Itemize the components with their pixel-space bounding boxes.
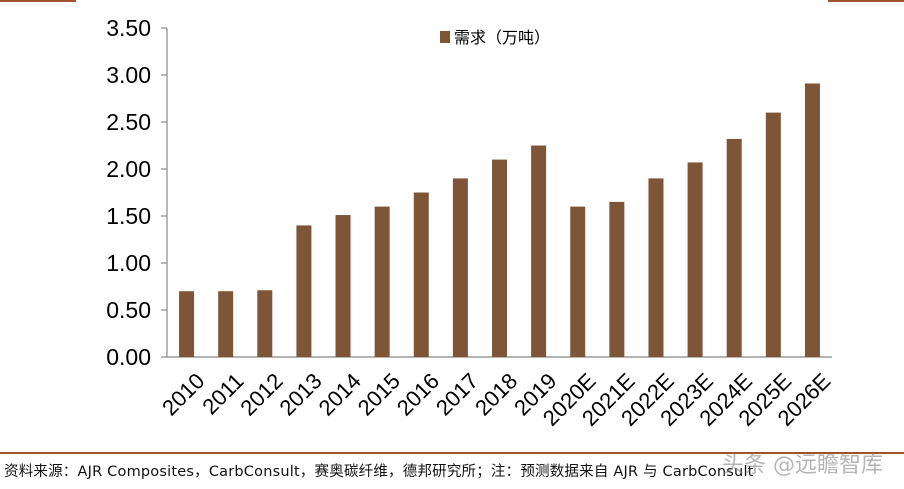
bottom-rule <box>0 452 904 454</box>
y-tick-label: 3.50 <box>106 15 151 41</box>
bar <box>257 290 273 357</box>
x-tick-label: 2015 <box>353 368 405 420</box>
watermark: 头条 @远瞻智库 <box>722 453 883 478</box>
bar <box>374 206 390 357</box>
bar <box>492 159 507 357</box>
y-tick-label: 3.00 <box>106 62 151 88</box>
bar <box>179 291 195 357</box>
bar <box>335 215 351 357</box>
x-tick-label: 2017 <box>431 368 483 420</box>
bar <box>452 178 468 357</box>
x-tick-label: 2014 <box>314 368 366 420</box>
bar <box>687 162 703 357</box>
source-note: 资料来源：AJR Composites，CarbConsult，赛奥碳纤维，德邦… <box>4 464 754 480</box>
x-tick-label: 2012 <box>235 368 287 420</box>
legend-label: 需求（万吨） <box>454 28 550 47</box>
x-tick-label: 2018 <box>470 368 522 420</box>
bar <box>804 83 820 358</box>
top-rule-right <box>828 0 904 2</box>
bar <box>570 206 586 357</box>
x-tick-label: 2010 <box>157 368 209 420</box>
bar <box>296 225 312 357</box>
bar <box>765 112 781 357</box>
y-tick-label: 0.50 <box>106 297 151 323</box>
legend-swatch <box>440 31 450 43</box>
bar <box>218 291 234 357</box>
y-tick-label: 0.00 <box>106 344 151 370</box>
y-tick-label: 2.00 <box>106 156 151 182</box>
y-tick-label: 1.50 <box>106 203 151 229</box>
bar <box>413 192 429 357</box>
x-tick-label: 2011 <box>197 368 248 419</box>
bar <box>531 145 547 357</box>
y-tick-label: 1.00 <box>106 250 151 276</box>
bar-chart: 0.00 0.50 1.00 1.50 2.00 2.50 3.00 3.50 20102011… <box>106 15 835 431</box>
top-rule-left <box>0 0 76 2</box>
bar <box>648 178 664 357</box>
bar <box>726 138 742 357</box>
x-tick-label: 2013 <box>274 368 326 420</box>
bar <box>609 201 625 357</box>
x-tick-label: 2016 <box>392 368 444 420</box>
y-tick-label: 2.50 <box>106 109 151 135</box>
